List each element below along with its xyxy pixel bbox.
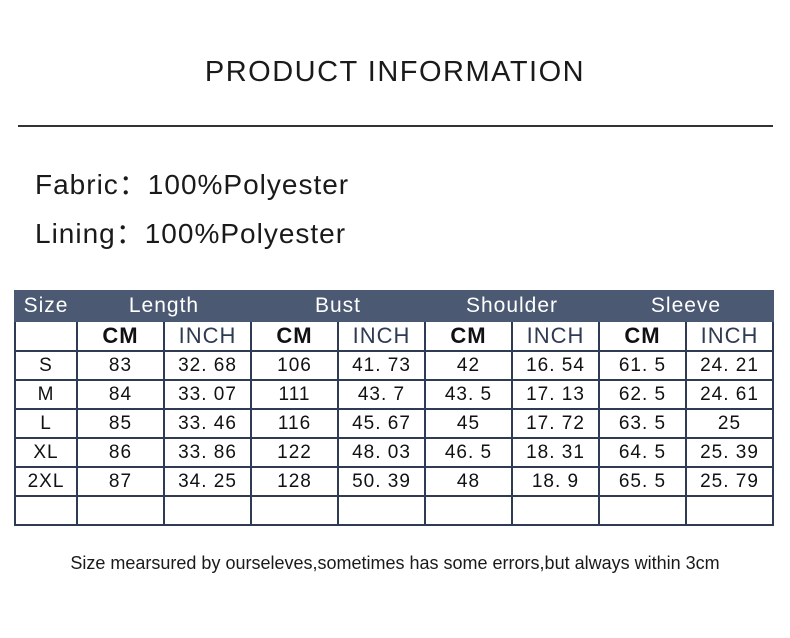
table-row: L 85 33. 46 116 45. 67 45 17. 72 63. 5 25 (14, 408, 774, 439)
table-cell: 83 (76, 350, 165, 381)
empty-row (14, 495, 774, 526)
header-length: Length (76, 290, 252, 322)
table-cell: 17. 13 (511, 379, 600, 410)
table-cell: 33. 07 (163, 379, 252, 410)
table-cell: 122 (250, 437, 339, 468)
fabric-value: 100%Polyester (147, 169, 350, 200)
table-cell: 45 (424, 408, 513, 439)
table-cell: 48. 03 (337, 437, 426, 468)
table-cell: 46. 5 (424, 437, 513, 468)
table-cell: 65. 5 (598, 466, 687, 497)
empty-cell (337, 495, 426, 526)
table-cell: 62. 5 (598, 379, 687, 410)
table-cell: 87 (76, 466, 165, 497)
unit-cm: CM (598, 320, 687, 352)
table-cell: 16. 54 (511, 350, 600, 381)
table-cell: 41. 73 (337, 350, 426, 381)
size-cell: L (14, 408, 78, 439)
empty-cell (76, 495, 165, 526)
unit-cm: CM (250, 320, 339, 352)
empty-cell (14, 495, 78, 526)
empty-cell (598, 495, 687, 526)
page-title: PRODUCT INFORMATION (204, 56, 586, 88)
header-row: Size Length Bust Shoulder Sleeve (14, 290, 774, 322)
table-cell: 116 (250, 408, 339, 439)
table-cell: 24. 21 (685, 350, 774, 381)
table-cell: 50. 39 (337, 466, 426, 497)
empty-cell (685, 495, 774, 526)
table-cell: 43. 5 (424, 379, 513, 410)
table-cell: 17. 72 (511, 408, 600, 439)
table-cell: 86 (76, 437, 165, 468)
size-cell: XL (14, 437, 78, 468)
empty-cell (250, 495, 339, 526)
measurement-note: Size mearsured by ourseleves,sometimes h… (70, 553, 720, 573)
table-cell: 32. 68 (163, 350, 252, 381)
unit-inch: INCH (337, 320, 426, 352)
table-cell: 34. 25 (163, 466, 252, 497)
table-cell: 45. 67 (337, 408, 426, 439)
header-size: Size (14, 290, 78, 322)
table-cell: 106 (250, 350, 339, 381)
unit-inch: INCH (685, 320, 774, 352)
divider (18, 125, 773, 127)
empty-cell (511, 495, 600, 526)
unit-row: CM INCH CM INCH CM INCH CM INCH (14, 320, 774, 352)
lining-value: 100%Polyester (144, 218, 347, 249)
size-cell: S (14, 350, 78, 381)
table-cell: 128 (250, 466, 339, 497)
table-row: S 83 32. 68 106 41. 73 42 16. 54 61. 5 24. 21 (14, 350, 774, 381)
fabric-spec: Fabric：100%Polyester (35, 163, 349, 203)
unit-inch: INCH (511, 320, 600, 352)
table-cell: 48 (424, 466, 513, 497)
table-cell: 43. 7 (337, 379, 426, 410)
table-cell: 25. 79 (685, 466, 774, 497)
size-cell: 2XL (14, 466, 78, 497)
table-cell: 61. 5 (598, 350, 687, 381)
table-row: 2XL 87 34. 25 128 50. 39 48 18. 9 65. 5 25. 79 (14, 466, 774, 497)
table-cell: 111 (250, 379, 339, 410)
table-cell: 25 (685, 408, 774, 439)
empty-cell (424, 495, 513, 526)
empty-cell (14, 320, 78, 352)
table-cell: 64. 5 (598, 437, 687, 468)
table-cell: 84 (76, 379, 165, 410)
header-sleeve: Sleeve (598, 290, 774, 322)
table-cell: 33. 86 (163, 437, 252, 468)
empty-cell (163, 495, 252, 526)
table-cell: 18. 9 (511, 466, 600, 497)
table-cell: 25. 39 (685, 437, 774, 468)
table-row: M 84 33. 07 111 43. 7 43. 5 17. 13 62. 5 24. 61 (14, 379, 774, 410)
header-shoulder: Shoulder (424, 290, 600, 322)
size-chart: Size Length Bust Shoulder Sleeve CM INCH C… (14, 290, 774, 526)
table-cell: 24. 61 (685, 379, 774, 410)
fabric-label: Fabric： (35, 169, 148, 200)
table-cell: 18. 31 (511, 437, 600, 468)
unit-inch: INCH (163, 320, 252, 352)
lining-label: Lining： (35, 218, 145, 249)
size-cell: M (14, 379, 78, 410)
unit-cm: CM (76, 320, 165, 352)
table-row: XL 86 33. 86 122 48. 03 46. 5 18. 31 64. 5 25. 3… (14, 437, 774, 468)
table-cell: 63. 5 (598, 408, 687, 439)
header-bust: Bust (250, 290, 426, 322)
table-cell: 85 (76, 408, 165, 439)
lining-spec: Lining：100%Polyester (35, 212, 346, 252)
unit-cm: CM (424, 320, 513, 352)
table-cell: 42 (424, 350, 513, 381)
table-cell: 33. 46 (163, 408, 252, 439)
